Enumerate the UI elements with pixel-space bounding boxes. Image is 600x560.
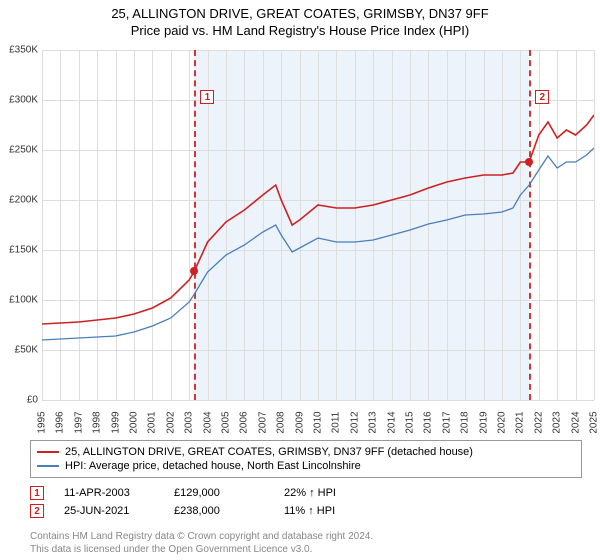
line-series-svg (42, 50, 594, 400)
legend-swatch (37, 465, 59, 467)
footer-line: This data is licensed under the Open Gov… (30, 544, 373, 557)
legend: 25, ALLINGTON DRIVE, GREAT COATES, GRIMS… (30, 440, 582, 478)
title-block: 25, ALLINGTON DRIVE, GREAT COATES, GRIMS… (0, 0, 600, 40)
x-tick-label: 2023 (552, 411, 563, 433)
x-tick-label: 1995 (37, 411, 48, 433)
x-tick-label: 2001 (147, 411, 158, 433)
x-tick-label: 2016 (423, 411, 434, 433)
footer: Contains HM Land Registry data © Crown c… (30, 531, 373, 556)
marker-badge: 2 (30, 504, 44, 518)
marker-hpi: 22% ↑ HPI (284, 487, 374, 499)
legend-swatch (37, 451, 59, 453)
y-tick-label: £350K (2, 45, 38, 56)
x-tick-label: 2012 (349, 411, 360, 433)
legend-item: HPI: Average price, detached house, Nort… (37, 459, 575, 473)
x-tick-label: 2019 (478, 411, 489, 433)
marker-table: 1 11-APR-2003 £129,000 22% ↑ HPI 2 25-JU… (30, 484, 582, 520)
y-tick-label: £50K (2, 345, 38, 356)
x-tick-label: 2025 (589, 411, 600, 433)
x-tick-label: 2002 (165, 411, 176, 433)
x-tick-label: 2021 (515, 411, 526, 433)
chart-container: { "header": { "title1": "25, ALLINGTON D… (0, 0, 600, 560)
x-tick-label: 2024 (570, 411, 581, 433)
x-tick-label: 2014 (386, 411, 397, 433)
marker-badge: 1 (30, 486, 44, 500)
x-tick-label: 2010 (313, 411, 324, 433)
y-tick-label: £200K (2, 195, 38, 206)
x-tick-label: 1998 (92, 411, 103, 433)
marker-row: 2 25-JUN-2021 £238,000 11% ↑ HPI (30, 502, 582, 520)
marker-date: 25-JUN-2021 (64, 505, 154, 517)
chart-subtitle: Price paid vs. HM Land Registry's House … (0, 23, 600, 40)
x-tick-label: 2022 (533, 411, 544, 433)
marker-price: £238,000 (174, 505, 264, 517)
x-tick-label: 2018 (460, 411, 471, 433)
y-tick-label: £100K (2, 295, 38, 306)
x-tick-label: 1997 (73, 411, 84, 433)
price-paid-line (42, 115, 594, 324)
y-tick-label: £150K (2, 245, 38, 256)
x-tick-label: 2005 (221, 411, 232, 433)
chart-title-address: 25, ALLINGTON DRIVE, GREAT COATES, GRIMS… (0, 6, 600, 23)
grid-line (594, 50, 595, 400)
footer-line: Contains HM Land Registry data © Crown c… (30, 531, 373, 544)
x-tick-label: 2013 (368, 411, 379, 433)
marker-date: 11-APR-2003 (64, 487, 154, 499)
y-tick-label: £300K (2, 95, 38, 106)
x-tick-label: 2007 (257, 411, 268, 433)
legend-label: HPI: Average price, detached house, Nort… (65, 460, 361, 472)
x-tick-label: 1996 (55, 411, 66, 433)
marker-row: 1 11-APR-2003 £129,000 22% ↑ HPI (30, 484, 582, 502)
legend-item: 25, ALLINGTON DRIVE, GREAT COATES, GRIMS… (37, 445, 575, 459)
y-tick-label: £0 (2, 395, 38, 406)
x-tick-label: 2015 (405, 411, 416, 433)
x-tick-label: 2009 (294, 411, 305, 433)
x-tick-label: 2004 (202, 411, 213, 433)
marker-hpi: 11% ↑ HPI (284, 505, 374, 517)
hpi-line (42, 148, 594, 340)
legend-label: 25, ALLINGTON DRIVE, GREAT COATES, GRIMS… (65, 446, 473, 458)
marker-price: £129,000 (174, 487, 264, 499)
chart-plot-area: £0£50K£100K£150K£200K£250K£300K£350K1995… (42, 50, 594, 400)
x-tick-label: 2017 (441, 411, 452, 433)
x-tick-label: 1999 (110, 411, 121, 433)
y-tick-label: £250K (2, 145, 38, 156)
x-tick-label: 2000 (129, 411, 140, 433)
grid-line (42, 400, 594, 401)
x-tick-label: 2008 (276, 411, 287, 433)
x-tick-label: 2011 (331, 412, 342, 434)
x-tick-label: 2003 (184, 411, 195, 433)
x-tick-label: 2020 (497, 411, 508, 433)
x-tick-label: 2006 (239, 411, 250, 433)
